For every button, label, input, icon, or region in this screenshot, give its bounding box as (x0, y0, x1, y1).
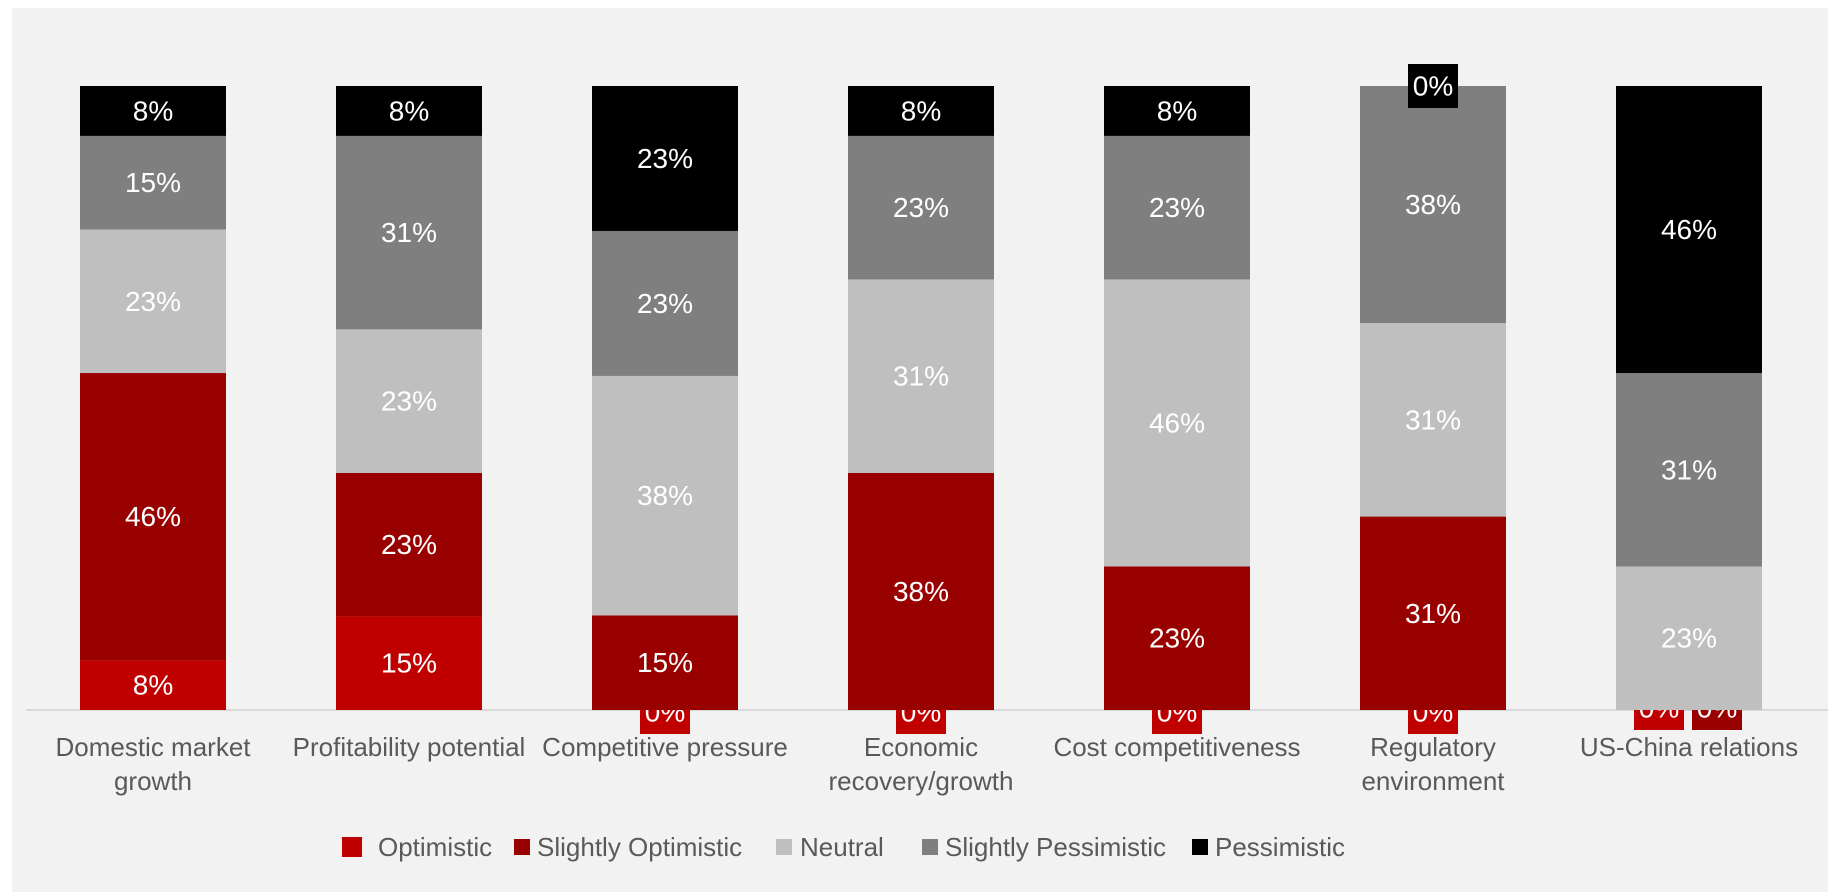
bar-stack-regulatory-environment: 0%31%31%38%0% (1360, 64, 1506, 734)
bar-segment-slightly-pessimistic (592, 230, 738, 376)
bar-segment-pessimistic (80, 86, 226, 136)
bar-segment-slightly-pessimistic (1616, 373, 1762, 567)
data-label-optimistic: 8% (133, 670, 173, 701)
legend-label-pessimistic: Pessimistic (1215, 832, 1345, 862)
bar-segment-pessimistic (848, 86, 994, 136)
bar-segment-neutral (1616, 566, 1762, 710)
bar-segment-slightly-optimistic (336, 472, 482, 617)
data-label-pessimistic: 23% (637, 143, 693, 174)
legend-swatch-neutral (776, 839, 792, 855)
bar-stack-competitive-pressure: 0%15%38%23%23% (592, 86, 738, 734)
data-label-pessimistic: 0% (1413, 71, 1453, 102)
bar-segment-neutral (1104, 279, 1250, 567)
bar-segment-slightly-pessimistic (336, 135, 482, 330)
data-label-pessimistic: 8% (1157, 95, 1197, 126)
category-label: Cost competitiveness (1053, 732, 1300, 762)
bar-segment-pessimistic (592, 86, 738, 231)
data-label-slightly-optimistic: 15% (637, 647, 693, 678)
data-label-slightly-pessimistic: 23% (637, 288, 693, 319)
bar-segment-slightly-pessimistic (848, 135, 994, 280)
bar-segment-neutral (80, 229, 226, 374)
data-label-neutral: 46% (1149, 407, 1205, 438)
data-label-neutral: 23% (1661, 623, 1717, 654)
data-label-optimistic: 15% (381, 648, 437, 679)
legend-swatch-optimistic (342, 837, 362, 857)
legend-label-slightly-optimistic: Slightly Optimistic (537, 832, 742, 862)
data-label-slightly-pessimistic: 31% (1661, 454, 1717, 485)
category-label: Domestic market (55, 732, 251, 762)
data-label-slightly-optimistic: 38% (893, 576, 949, 607)
category-label: recovery/growth (829, 766, 1014, 796)
data-label-slightly-pessimistic: 23% (1149, 192, 1205, 223)
data-label-pessimistic: 46% (1661, 214, 1717, 245)
bar-segment-slightly-pessimistic (80, 135, 226, 230)
data-label-slightly-optimistic: 31% (1405, 598, 1461, 629)
bar-segment-slightly-pessimistic (1360, 86, 1506, 324)
legend-label-neutral: Neutral (800, 832, 884, 862)
legend-swatch-slightly-optimistic (514, 839, 530, 855)
data-label-pessimistic: 8% (901, 95, 941, 126)
legend-swatch-slightly-pessimistic (922, 839, 938, 855)
data-label-slightly-pessimistic: 38% (1405, 189, 1461, 220)
bar-segment-neutral (592, 375, 738, 616)
legend-swatch-pessimistic (1192, 839, 1208, 855)
bar-segment-neutral (336, 329, 482, 473)
bar-segment-slightly-pessimistic (1104, 135, 1250, 280)
data-label-slightly-pessimistic: 15% (125, 167, 181, 198)
bar-segment-pessimistic (336, 86, 482, 136)
data-label-neutral: 31% (1405, 404, 1461, 435)
data-label-neutral: 23% (381, 386, 437, 417)
data-label-slightly-optimistic: 46% (125, 501, 181, 532)
bar-segment-pessimistic (1104, 86, 1250, 136)
bar-stack-domestic-market-growth: 8% 46% 23% 15% 8% (80, 86, 226, 710)
bar-segment-optimistic (336, 616, 482, 710)
data-label-pessimistic: 8% (389, 95, 429, 126)
bar-stack-cost-competitiveness: 0%23%46%23%8% (1104, 86, 1250, 734)
category-label: growth (114, 766, 192, 796)
category-label: Competitive pressure (542, 732, 788, 762)
data-label-slightly-optimistic: 23% (381, 529, 437, 560)
data-label-neutral: 23% (125, 286, 181, 317)
zero-label-box-pessimistic (1408, 64, 1458, 108)
bar-stack-us-china-relations: 0%0%23%31%46% (1616, 86, 1762, 730)
category-label: US-China relations (1580, 732, 1798, 762)
category-label: environment (1361, 766, 1505, 796)
data-label-pessimistic: 8% (133, 95, 173, 126)
bar-segment-neutral (1360, 323, 1506, 517)
data-label-slightly-pessimistic: 23% (893, 192, 949, 223)
bar-segment-slightly-optimistic (848, 472, 994, 710)
bar-stack-profitability-potential: 15% 23% 23% 31% 8% (336, 86, 482, 710)
legend-label-optimistic: Optimistic (378, 832, 492, 862)
data-label-slightly-pessimistic: 31% (381, 217, 437, 248)
legend-label-slightly-pessimistic: Slightly Pessimistic (945, 832, 1166, 862)
bar-segment-slightly-optimistic (592, 615, 738, 710)
bar-segment-slightly-optimistic (1104, 566, 1250, 710)
category-label: Economic (864, 732, 978, 762)
category-label: Regulatory (1370, 732, 1496, 762)
bar-segment-neutral (848, 279, 994, 473)
data-label-neutral: 31% (893, 361, 949, 392)
bar-segment-pessimistic (1616, 86, 1762, 374)
bar-segment-optimistic (80, 660, 226, 710)
legend: Optimistic Slightly Optimistic Neutral Slig… (342, 832, 1345, 862)
bar-segment-slightly-optimistic (80, 373, 226, 661)
bar-segment-slightly-optimistic (1360, 516, 1506, 710)
category-label: Profitability potential (293, 732, 526, 762)
data-label-neutral: 38% (637, 480, 693, 511)
data-label-slightly-optimistic: 23% (1149, 623, 1205, 654)
bar-stack-economic-recovery-growth: 0%38%31%23%8% (848, 86, 994, 734)
